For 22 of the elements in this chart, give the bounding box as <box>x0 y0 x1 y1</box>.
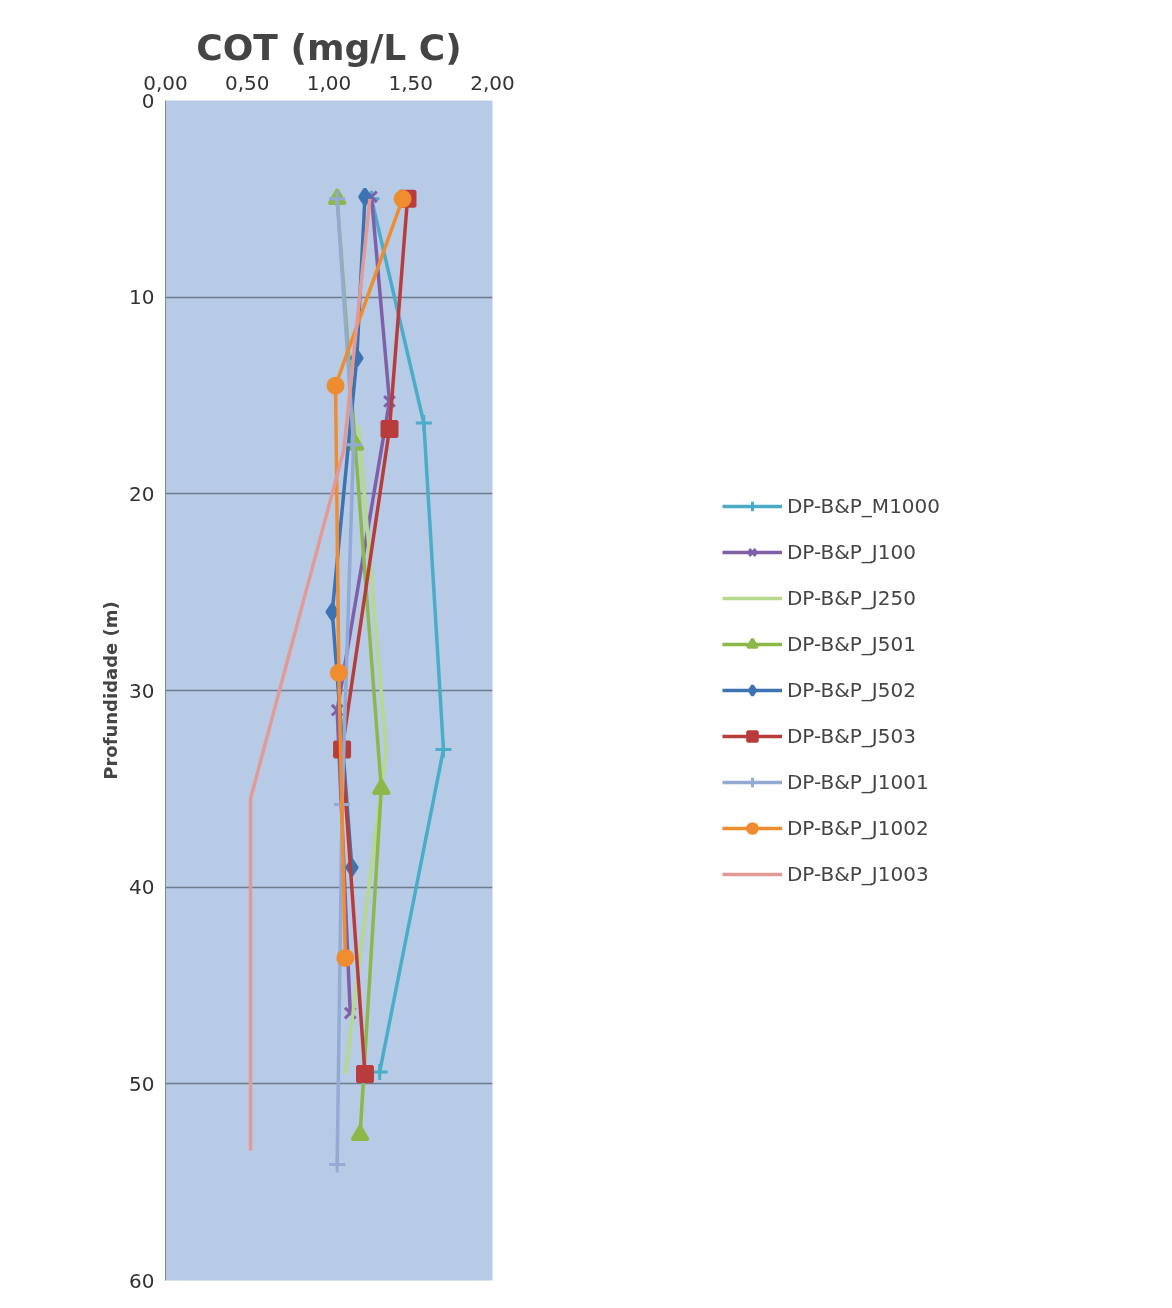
legend-label: DP-B&P_J1001 <box>786 770 929 794</box>
legend-label: DP-B&P_J503 <box>786 724 916 748</box>
y-tick-label: 20 <box>129 481 155 506</box>
y-tick-label: 60 <box>129 1268 155 1293</box>
y-tick-label: 30 <box>129 678 155 703</box>
x-tick-label: 1,50 <box>388 70 434 95</box>
y-axis-title: Profundidade (m) <box>100 601 122 780</box>
y-tick-label: 10 <box>129 285 155 310</box>
legend-label: DP-B&P_J1003 <box>786 862 929 886</box>
legend-label: DP-B&P_J502 <box>786 678 916 702</box>
x-tick-label: 1,00 <box>306 70 352 95</box>
y-tick-label: 50 <box>129 1071 155 1096</box>
x-tick-label: 0,00 <box>143 70 188 95</box>
legend-label: DP-B&P_J100 <box>786 540 916 564</box>
chart-title: COT (mg/L C) <box>196 26 462 68</box>
legend-label: DP-B&P_J1002 <box>786 816 929 840</box>
y-tick-label: 40 <box>129 875 155 900</box>
x-tick-label: 2,00 <box>470 70 515 95</box>
legend-label: DP-B&P_M1000 <box>786 494 941 518</box>
legend-label: DP-B&P_J250 <box>786 586 916 610</box>
x-tick-label: 0,50 <box>224 70 270 95</box>
legend-label: DP-B&P_J501 <box>786 632 916 656</box>
